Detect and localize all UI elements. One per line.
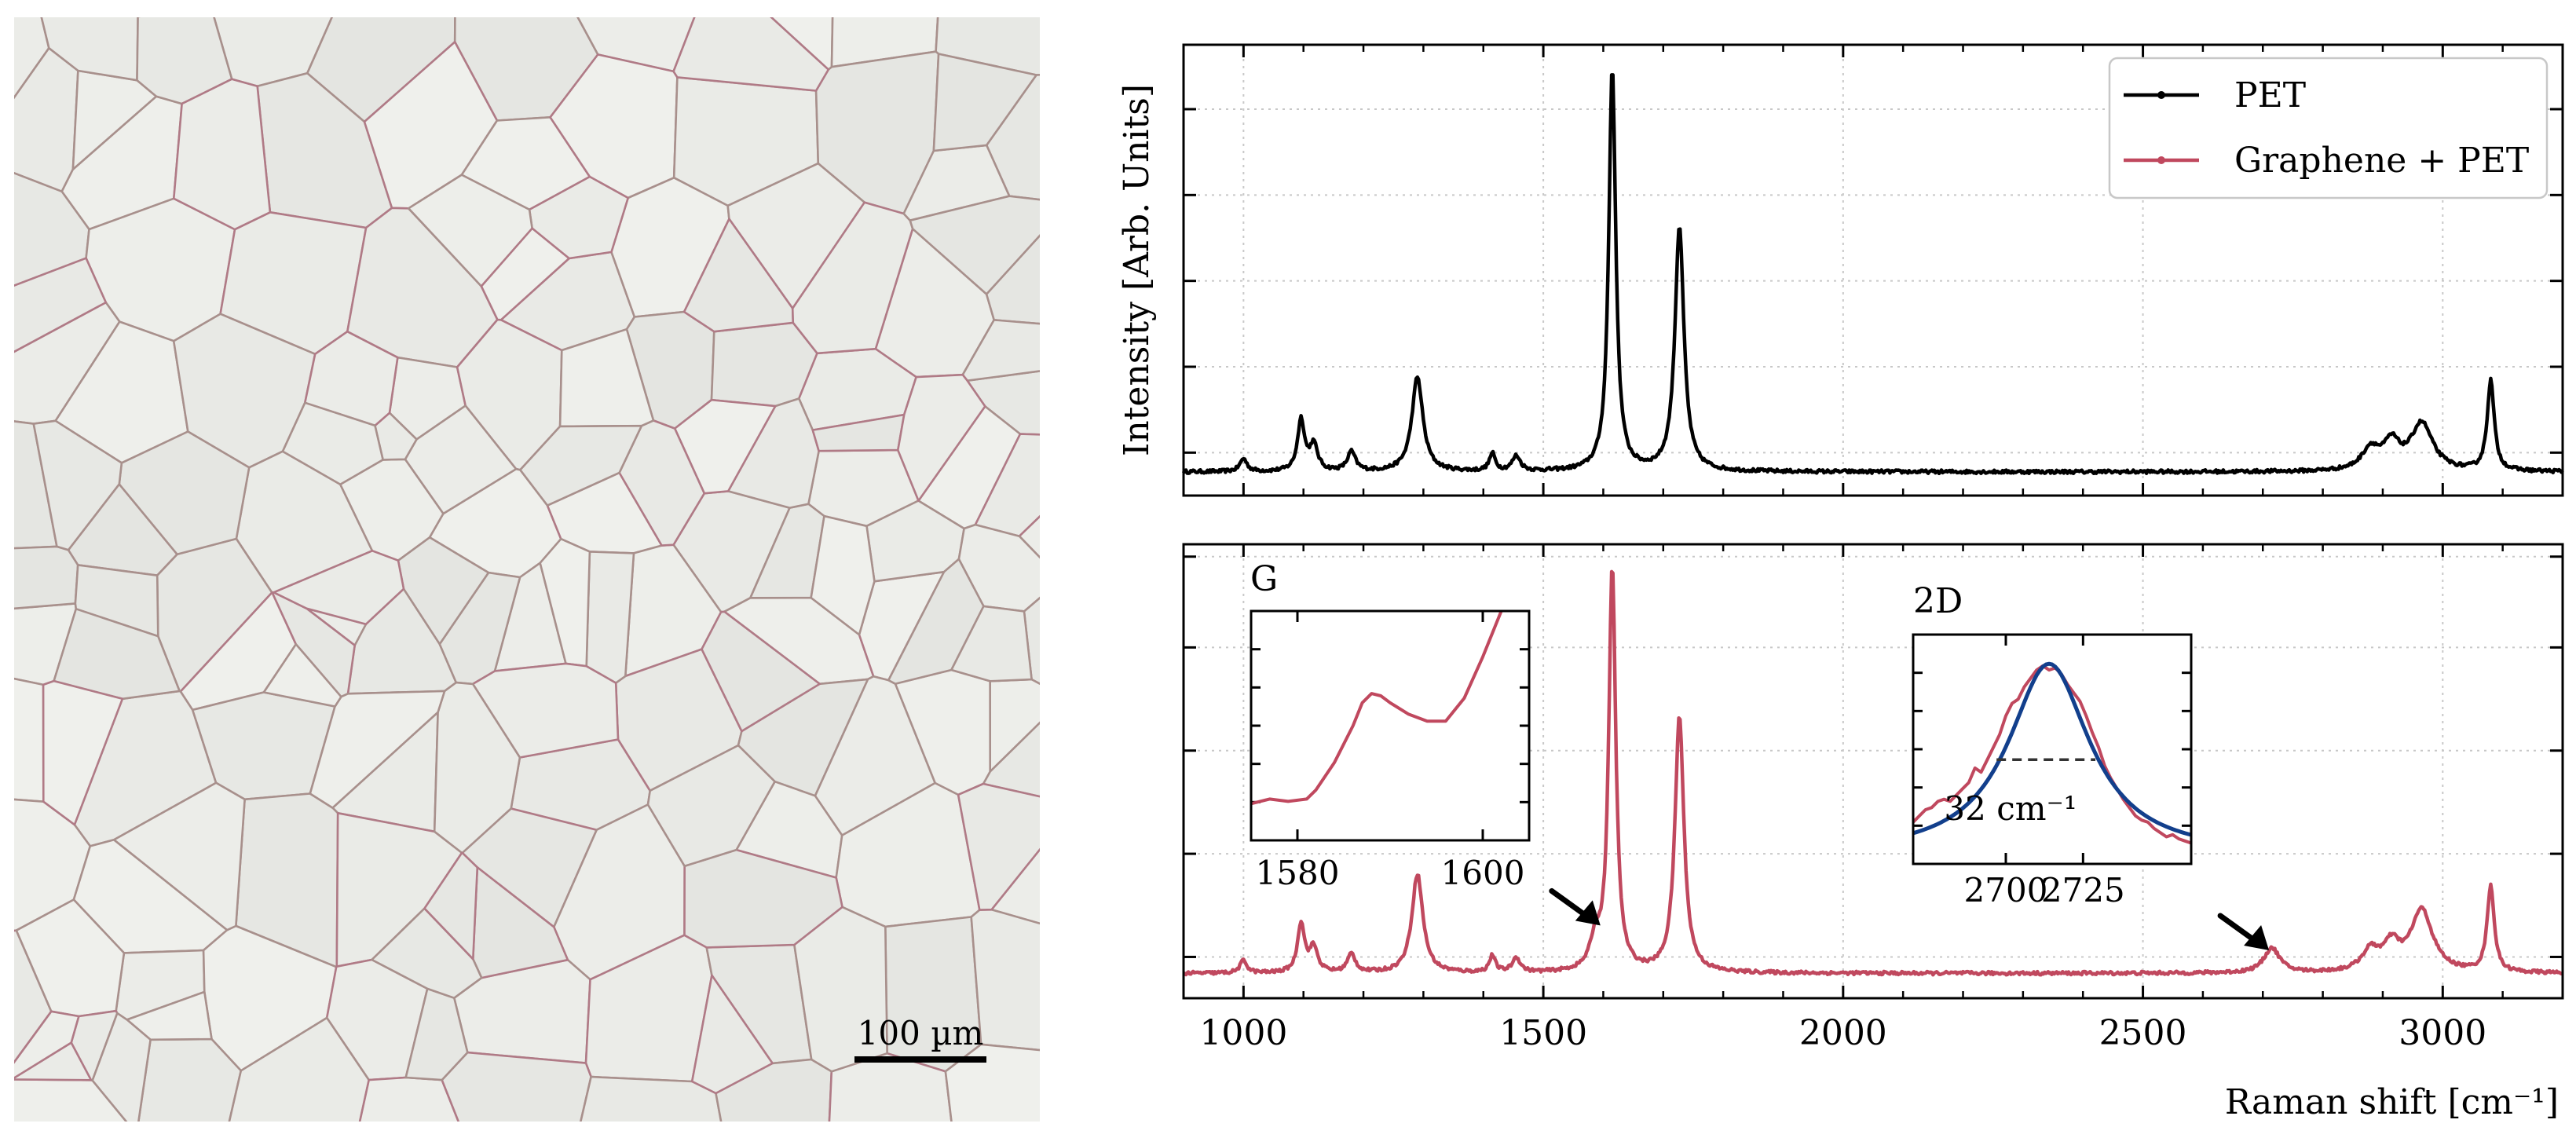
- inset-2d-fit-curve: [1912, 661, 2192, 837]
- grain: [957, 782, 1040, 911]
- grain: [749, 503, 825, 599]
- x-tick-label: 2500: [2099, 1013, 2187, 1053]
- inset-2d-curve: [1912, 664, 2192, 845]
- legend: PET Graphene + PET: [2108, 57, 2549, 199]
- grain: [897, 373, 986, 502]
- legend-label-pet: PET: [2234, 75, 2306, 115]
- grain: [173, 78, 272, 231]
- grain: [932, 53, 1037, 152]
- grain: [909, 195, 1040, 295]
- inset-2d-tick-label: 2725: [2041, 871, 2125, 909]
- grain: [471, 662, 620, 759]
- inset-g: G 1580 1600: [1250, 559, 1531, 892]
- annotation-arrows: [1549, 887, 2270, 950]
- inset-2d-ticks: [1913, 635, 2191, 864]
- top-grid: [1184, 45, 2563, 496]
- grain: [985, 234, 1040, 325]
- scale-bar-label: 100 µm: [858, 1014, 984, 1052]
- grain: [519, 424, 643, 507]
- grain: [646, 744, 776, 868]
- grain: [701, 610, 821, 733]
- inset-2d-tick-label: 2700: [1964, 871, 2048, 909]
- x-tick-label: 1500: [1499, 1013, 1587, 1053]
- grain: [14, 17, 50, 100]
- grain: [14, 1010, 80, 1080]
- scale-bar: [854, 1056, 986, 1063]
- grain: [1018, 514, 1040, 559]
- grain: [672, 17, 830, 92]
- inset-g-tick-label: 1580: [1256, 854, 1340, 892]
- grain: [91, 1012, 152, 1122]
- grain: [32, 419, 123, 551]
- grain: [407, 174, 533, 287]
- legend-marker-graphene-pet: [2157, 156, 2165, 164]
- legend-label-graphene-pet: Graphene + PET: [2234, 141, 2529, 181]
- grain: [281, 401, 384, 486]
- top-frame: [1182, 43, 2564, 497]
- grain: [950, 605, 1033, 682]
- grain: [690, 974, 774, 1095]
- inset-2d-frame: [1912, 633, 2193, 865]
- grain: [14, 257, 108, 353]
- grain-boundaries: [14, 17, 1040, 1122]
- legend-box: [2108, 57, 2549, 199]
- legend-marker-pet: [2157, 91, 2165, 99]
- inset-2d: 32 cm⁻¹ 2D 2700 2725: [1912, 581, 2193, 909]
- grain: [944, 1043, 1040, 1122]
- grain: [423, 851, 479, 961]
- inset-g-background: [1251, 611, 1529, 840]
- x-tick-labels: 1000 1500 2000 2500 3000: [1199, 1013, 2486, 1053]
- grain: [112, 781, 246, 931]
- grain: [42, 679, 124, 826]
- bottom-frame: [1182, 543, 2564, 1000]
- x-tick-label: 3000: [2399, 1013, 2486, 1053]
- grain: [480, 227, 570, 321]
- top-panel: Intensity [Arb. Units] PET Graphene + PE…: [1117, 43, 2564, 497]
- inset-g-frame: [1250, 609, 1531, 842]
- inset-g-curve: [1250, 610, 1503, 806]
- grain: [262, 642, 342, 708]
- x-tick-label: 2000: [1799, 1013, 1887, 1053]
- annotation-arrow: [2217, 913, 2270, 950]
- optical-micrograph: 100 µm: [14, 17, 1040, 1122]
- inset-2d-background: [1913, 635, 2191, 864]
- fwhm-label: 32 cm⁻¹: [1944, 789, 2077, 828]
- inset-g-tick-label: 1600: [1441, 854, 1525, 892]
- grain: [810, 514, 876, 636]
- pet-spectrum: [1181, 73, 2564, 476]
- annotation-arrow: [1549, 887, 1601, 926]
- grain: [404, 987, 469, 1081]
- bottom-panel: 1000 1500 2000 2500 3000 Raman shift [cm…: [1182, 543, 2564, 1122]
- y-axis-label: Intensity [Arb. Units]: [1117, 84, 1157, 456]
- x-axis-label: Raman shift [cm⁻¹]: [2225, 1082, 2559, 1122]
- x-tick-label: 1000: [1199, 1013, 1287, 1053]
- inset-g-title: G: [1250, 559, 1278, 599]
- grain: [726, 397, 820, 509]
- grain: [273, 549, 405, 626]
- inset-2d-title: 2D: [1913, 581, 1963, 621]
- graphene-pet-spectrum: [1183, 569, 2563, 977]
